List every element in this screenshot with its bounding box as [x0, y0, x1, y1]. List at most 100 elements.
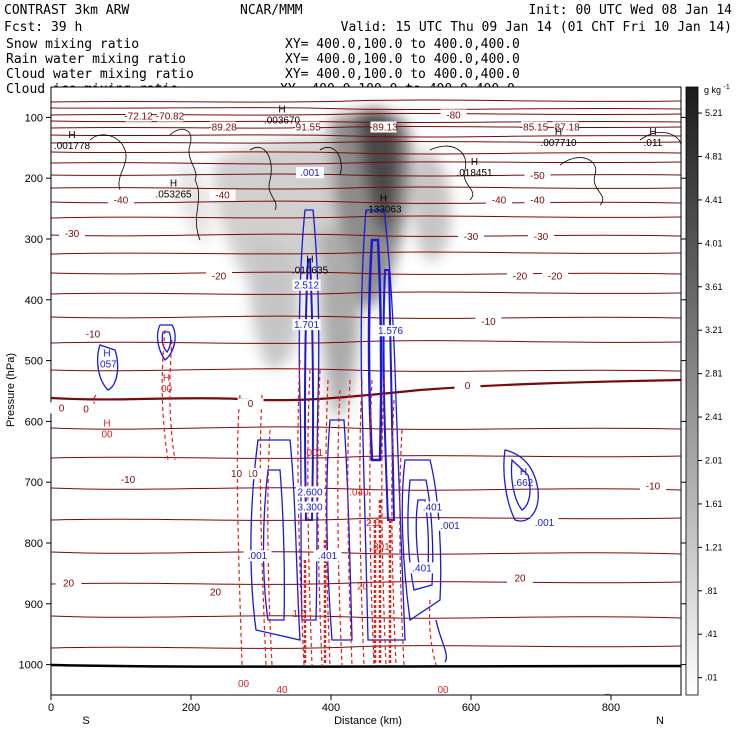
temperature-label-bg	[454, 379, 481, 391]
valid-time: Valid: 15 UTC Thu 09 Jan 14 (01 ChT Fri …	[341, 20, 732, 35]
cloud-water-label-bg	[376, 325, 405, 337]
x-tick-label: 600	[462, 702, 480, 714]
temperature-label: 0	[59, 403, 65, 414]
temperature-labels: -72.12 -70.82 -89.28 -91.55 -89.13 -85.15 -87.…	[48, 109, 666, 599]
extremum-value: .133063	[365, 205, 402, 216]
end-label-left: S	[82, 715, 89, 727]
temperature-label-bg	[80, 328, 106, 340]
legend-xsect-snow: XY= 400.0,100.0 to 400.0,400.0	[285, 37, 520, 52]
cloud-water-label: 3.300	[297, 503, 322, 514]
y-tick-label: 900	[25, 599, 43, 611]
cloud-water-label: 1.576	[378, 326, 403, 337]
colorbar-tick-label: 2.81	[705, 369, 723, 379]
temperature-label-bg	[521, 121, 547, 133]
temperature-label: -40	[114, 196, 129, 207]
temperature-label-bg	[640, 480, 666, 492]
temperature-label: -40	[215, 191, 230, 202]
temperature-label: -30	[65, 229, 80, 240]
temperature-label: -20	[548, 272, 563, 283]
temperature-label: -30	[534, 232, 549, 243]
temperature-label: 0	[83, 405, 89, 416]
cloud-water-contours	[97, 209, 539, 663]
temperature-label-bg	[507, 572, 533, 584]
extremum-kind: H	[103, 349, 110, 360]
extremum-value: 00	[101, 430, 113, 441]
forecast-hour: Fcst: 39 h	[4, 20, 82, 35]
extremum-value: .057	[97, 360, 117, 371]
extremum-kind: H	[170, 178, 177, 189]
temperature-label-bg	[486, 194, 512, 206]
y-tick-label: 500	[25, 356, 43, 368]
rain-water-label: .040	[349, 487, 369, 498]
plot-frame	[50, 86, 682, 696]
x-axis-title: Distance (km)	[334, 715, 402, 727]
cloud-water-label: 1.701	[294, 320, 319, 331]
colorbar-tick-label: 4.41	[705, 195, 723, 205]
extremum-kind: H	[163, 373, 170, 384]
temperature-label: -80	[446, 110, 461, 121]
temperature-label-bg	[48, 402, 75, 414]
extremum-value: .053265	[155, 189, 192, 200]
cloud-water-label-bg	[408, 562, 436, 574]
cloud-water-label: .401	[423, 503, 443, 514]
y-tick-label: 300	[25, 234, 43, 246]
cloud-water-label-bg	[313, 550, 342, 562]
cloud-water-label-bg	[530, 516, 559, 528]
temperature-label: 20	[63, 579, 75, 590]
cloud-water-label: .001	[248, 551, 268, 562]
legend-label-snow: Snow mixing ratio	[6, 37, 139, 52]
extremum-value: .003670	[264, 115, 301, 126]
temperature-label-bg	[542, 270, 568, 282]
cloud-water-label-bg	[292, 279, 321, 291]
legend-xsect-cloud-water: XY= 400.0,100.0 to 400.0,400.0	[285, 67, 520, 82]
x-tick-label: 200	[182, 702, 200, 714]
cloud-water-label-bg	[296, 486, 324, 498]
rain-water-label: .001	[304, 448, 324, 459]
temperature-label-bg	[108, 194, 134, 206]
temperature-label: -10	[243, 469, 258, 480]
y-tick-label: 200	[25, 173, 43, 185]
temperature-label-bg	[115, 474, 141, 486]
cloud-water-labels: .001 2.512 1.701 1.576 .401 .001 .001 .401 .001.…	[243, 167, 559, 574]
temperature-label-bg	[223, 468, 250, 480]
colorbar-tick-label: 1.21	[705, 542, 723, 552]
colorbar-tick-label: 3.61	[705, 282, 723, 292]
colorbar	[685, 86, 699, 696]
extrema-labels: H.001778H.003670H.007710H.011H.053265H.0…	[54, 104, 663, 489]
ground-surface-line	[51, 663, 681, 668]
extremum-value: .018451	[456, 168, 493, 179]
y-tick-label: 800	[25, 538, 43, 550]
temperature-label: -10	[646, 481, 661, 492]
temperature-label-bg	[157, 110, 183, 122]
x-tick-label: 0	[48, 702, 54, 714]
extremum-value: 00	[161, 384, 173, 395]
temperature-label: -10	[121, 475, 136, 486]
temperature-label-bg	[209, 121, 236, 133]
temperature-label: 20	[210, 588, 222, 599]
cloud-water-label: 2.512	[294, 281, 319, 292]
temperature-label-bg	[440, 109, 467, 121]
y-tick-label: 1000	[19, 660, 43, 672]
cloud-water-label: 2.600	[297, 487, 322, 498]
temperature-label: -87.18	[551, 123, 580, 134]
end-label-right: N	[656, 715, 664, 727]
temperature-label: -30	[464, 232, 479, 243]
rain-water-label: 40	[276, 685, 288, 696]
temperature-label-bg	[125, 110, 152, 122]
extremum-value: .010635	[292, 265, 329, 276]
extremum-kind: H	[278, 104, 285, 115]
legend-label-cloud-water: Cloud water mixing ratio	[6, 67, 194, 82]
temperature-label-bg	[552, 121, 579, 133]
colorbar-tick-label: 5.21	[705, 108, 723, 118]
cloud-water-label: .401	[412, 563, 432, 574]
temperature-label: -40	[492, 196, 507, 207]
rain-water-labels: 2.0 .001 .040 1.0 20 00 40 00 .801	[238, 448, 449, 696]
x-tick-label: 400	[322, 702, 340, 714]
colorbar-tick-label: 3.21	[705, 325, 723, 335]
colorbar-tick-label: 2.01	[705, 455, 723, 465]
extremum-value: .011	[644, 138, 663, 149]
extremum-kind: H	[649, 127, 656, 138]
cloud-water-label-bg	[418, 501, 447, 513]
temperature-label: -10	[481, 317, 496, 328]
y-tick-label: 600	[25, 416, 43, 428]
